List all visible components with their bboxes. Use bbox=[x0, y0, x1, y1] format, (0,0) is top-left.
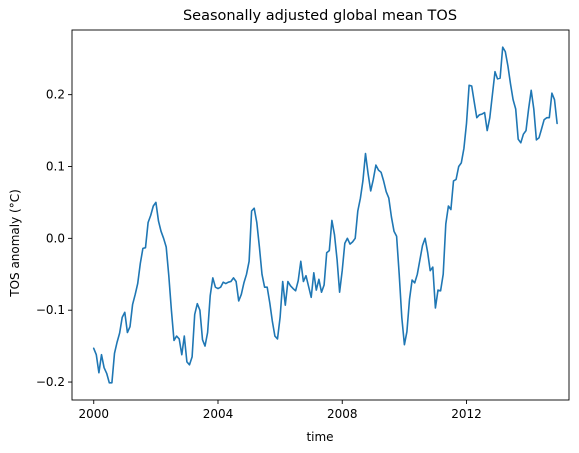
y-axis-ticks: −0.2 −0.1 0.0 0.1 0.2 bbox=[36, 88, 72, 389]
x-axis-label: time bbox=[306, 430, 333, 444]
y-axis-label: TOS anomaly (°C) bbox=[8, 189, 22, 298]
x-tick-label: 2008 bbox=[327, 407, 358, 421]
series-line bbox=[92, 46, 558, 384]
y-tick-label: 0.1 bbox=[46, 160, 65, 174]
plot-frame bbox=[71, 29, 570, 401]
y-tick-label: −0.1 bbox=[36, 303, 65, 317]
y-tick-label: 0.0 bbox=[46, 231, 65, 245]
x-tick-label: 2000 bbox=[78, 407, 109, 421]
x-tick-label: 2012 bbox=[451, 407, 482, 421]
y-tick-label: −0.2 bbox=[36, 375, 65, 389]
plot-area bbox=[92, 46, 558, 384]
chart-title: Seasonally adjusted global mean TOS bbox=[183, 8, 457, 24]
x-tick-label: 2004 bbox=[203, 407, 234, 421]
x-axis-ticks: 2000 2004 2008 2012 bbox=[78, 400, 482, 421]
y-tick-label: 0.2 bbox=[46, 88, 65, 102]
